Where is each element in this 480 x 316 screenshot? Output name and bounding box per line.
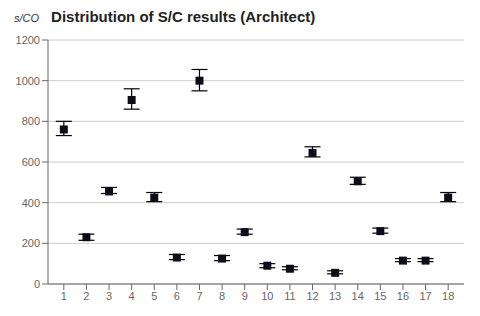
svg-text:200: 200 bbox=[22, 237, 40, 249]
svg-text:14: 14 bbox=[352, 290, 364, 302]
svg-text:11: 11 bbox=[284, 290, 295, 302]
svg-text:600: 600 bbox=[22, 156, 40, 168]
svg-text:800: 800 bbox=[22, 115, 40, 127]
svg-text:3: 3 bbox=[106, 290, 112, 302]
svg-text:15: 15 bbox=[374, 290, 386, 302]
svg-text:7: 7 bbox=[196, 290, 202, 302]
svg-text:0: 0 bbox=[34, 278, 40, 290]
svg-text:1: 1 bbox=[61, 290, 67, 302]
svg-text:400: 400 bbox=[22, 197, 40, 209]
html-text:Distribution of S/C results (A: Distribution of S/C results (Architect) bbox=[51, 8, 316, 25]
svg-text:10: 10 bbox=[261, 290, 273, 302]
svg-text:6: 6 bbox=[174, 290, 180, 302]
svg-text:4: 4 bbox=[129, 290, 135, 302]
svg-text:17: 17 bbox=[419, 290, 431, 302]
svg-text:13: 13 bbox=[329, 290, 341, 302]
svg-text:8: 8 bbox=[219, 290, 225, 302]
svg-text:18: 18 bbox=[442, 290, 454, 302]
svg-text:16: 16 bbox=[397, 290, 409, 302]
svg-text:2: 2 bbox=[83, 290, 89, 302]
svg-text:12: 12 bbox=[306, 290, 318, 302]
html-text:s/CO: s/CO bbox=[14, 12, 40, 24]
svg-text:1200: 1200 bbox=[16, 34, 40, 46]
svg-text:1000: 1000 bbox=[16, 75, 40, 87]
svg-text:9: 9 bbox=[242, 290, 248, 302]
svg-text:5: 5 bbox=[151, 290, 157, 302]
